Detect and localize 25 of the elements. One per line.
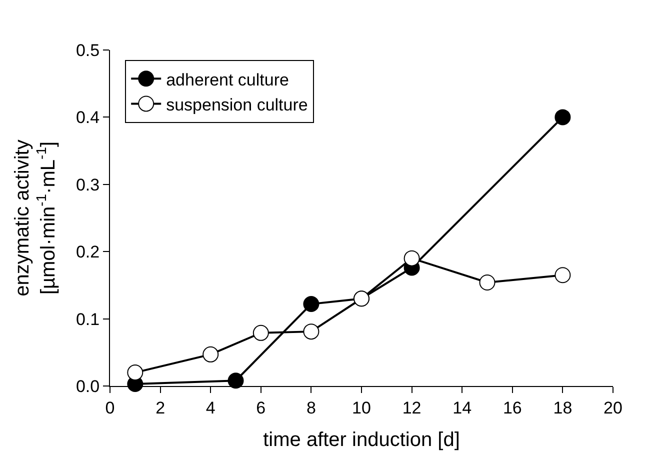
y-tick-label: 0.0 [76, 376, 100, 396]
y-tick-label: 0.1 [76, 310, 100, 329]
y-tick-label: 0.4 [76, 108, 100, 128]
legend-label: adherent culture [166, 70, 289, 90]
x-tick-label: 10 [352, 398, 371, 418]
x-tick-label: 20 [604, 398, 622, 418]
legend-label: suspension culture [166, 95, 308, 114]
x-tick-label: 16 [502, 398, 522, 418]
point [303, 296, 320, 312]
point [554, 109, 571, 126]
point [228, 372, 244, 389]
x-tick-label: 2 [156, 398, 166, 418]
x-tick-label: 0 [105, 398, 115, 418]
y-tick-label: 0.5 [76, 40, 100, 60]
point [404, 250, 420, 266]
x-tick-label: 8 [306, 398, 316, 418]
y-tick-label: 0.2 [76, 242, 100, 262]
x-tick-label: 12 [402, 398, 422, 418]
x-tick-label: 18 [553, 398, 572, 418]
x-tick-label: 4 [206, 398, 216, 418]
y-tick-label: 0.3 [76, 175, 100, 194]
point [252, 324, 269, 341]
x-axis-title: time after induction [d] [263, 428, 460, 451]
x-tick-label: 14 [452, 398, 472, 418]
x-tick-label: 6 [256, 398, 266, 418]
